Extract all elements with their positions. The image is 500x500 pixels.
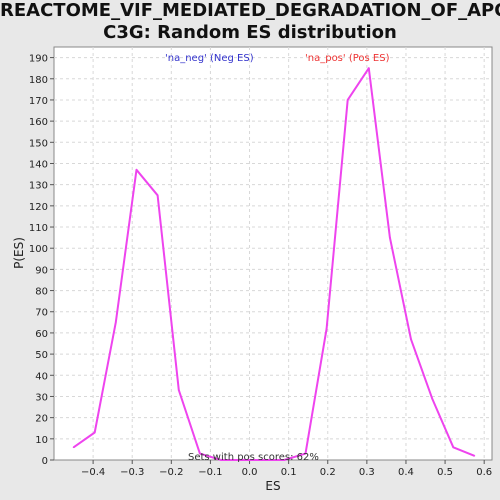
data-points [72,67,476,461]
y-tick-label: 160 [29,117,48,128]
x-tick-label: 0.1 [281,467,297,478]
data-point [72,446,75,449]
pos-es-label: 'na_pos' (Pos ES) [305,53,390,64]
y-tick-label: 70 [35,308,48,319]
data-point [431,397,433,400]
data-point [93,431,96,434]
chart-title: REACTOME_VIF_MEDIATED_DEGRADATION_OF_APO… [0,0,500,44]
x-axis-label: ES [265,479,280,493]
y-tick-label: 80 [35,287,48,298]
grid-lines [54,47,492,460]
y-axis: 0 10 20 30 40 50 60 70 80 90 100 110 120 130 140 150 160… [29,54,54,467]
data-point [220,459,222,461]
y-tick-label: 140 [29,159,48,170]
x-tick-label: −0.3 [120,467,144,478]
y-tick-label: 90 [35,265,48,276]
y-tick-label: 180 [29,75,48,86]
data-point [452,446,455,449]
y-tick-label: 50 [35,350,48,361]
x-tick-label: −0.4 [81,467,105,478]
y-tick-label: 20 [35,414,48,425]
x-tick-label: 0.0 [242,467,258,478]
x-tick-label: 0.2 [320,467,336,478]
y-tick-label: 120 [29,202,48,213]
y-tick-label: 10 [35,435,48,446]
chart-title-line1: REACTOME_VIF_MEDIATED_DEGRADATION_OF_APO… [0,0,500,21]
y-tick-label: 130 [29,181,48,192]
y-tick-label: 110 [29,223,48,234]
x-axis: −0.4 −0.3 −0.2 −0.1 0.0 0.1 0.2 0.3 0.4 0.5 0.6 [81,460,492,478]
plot-area [53,46,493,461]
data-point [283,459,286,461]
data-point [177,389,180,391]
y-tick-label: 100 [29,244,48,255]
y-tick-label: 190 [29,54,48,65]
data-point [410,338,412,341]
x-tick-label: −0.1 [198,467,222,478]
data-point [368,67,370,69]
y-tick-label: 170 [29,96,48,107]
data-point [304,452,307,455]
y-tick-label: 60 [35,329,48,340]
x-tick-label: 0.4 [398,467,414,478]
data-point [135,169,138,171]
data-point [156,194,159,197]
data-point [346,99,349,101]
data-point [389,236,391,239]
x-tick-label: −0.2 [159,467,183,478]
data-point [262,459,265,461]
y-tick-label: 0 [42,456,48,467]
y-axis-label: P(ES) [12,237,26,269]
data-point [241,459,243,461]
data-point [199,452,201,455]
es-distribution-line [73,67,475,461]
y-tick-label: 30 [35,392,48,403]
pos-scores-note: Sets with pos scores: 62% [188,452,319,463]
data-point [325,327,328,330]
y-tick-label: 150 [29,138,48,149]
data-point [473,454,476,457]
x-tick-label: 0.3 [359,467,375,478]
y-tick-label: 40 [35,371,48,382]
x-tick-label: 0.6 [476,467,492,478]
x-tick-label: 0.5 [437,467,453,478]
neg-es-label: 'na_neg' (Neg ES) [165,53,254,64]
chart-title-line2: C3G: Random ES distribution [103,22,397,43]
data-point [114,321,117,324]
